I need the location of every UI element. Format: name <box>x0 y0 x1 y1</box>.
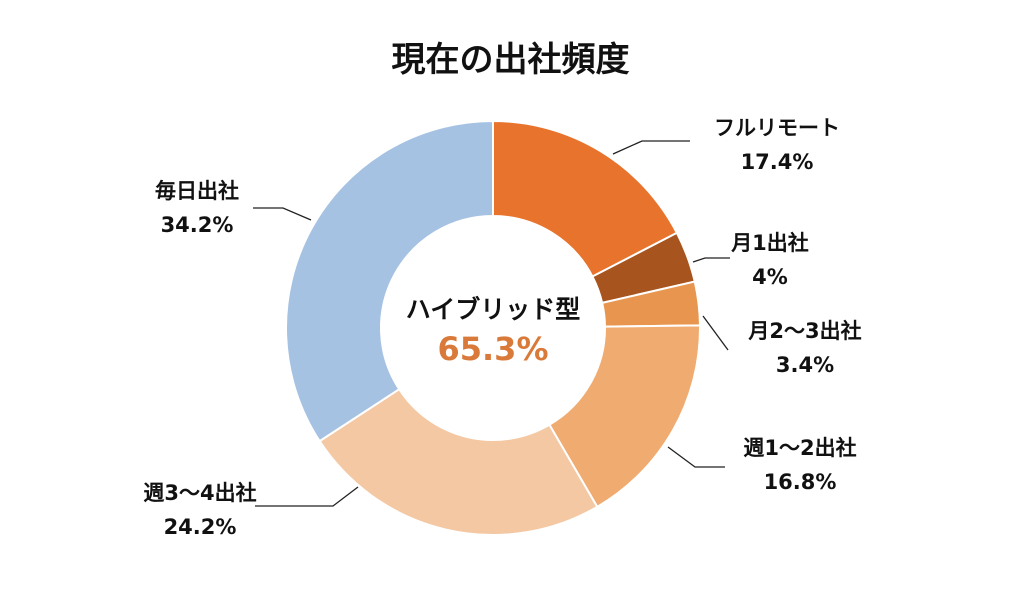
slice-value: 17.4% <box>740 150 814 174</box>
slice-label-monthly-2-3: 月2〜3出社 3.4% <box>748 314 861 382</box>
leader-line-daily <box>253 207 312 221</box>
slice-label-weekly-1-2: 週1〜2出社 16.8% <box>743 431 856 499</box>
slice-label-weekly-3-4: 週3〜4出社 24.2% <box>143 476 256 544</box>
slice-value: 34.2% <box>160 213 234 237</box>
donut-slice-5 <box>285 119 494 443</box>
chart-title: 現在の出社頻度 <box>391 40 630 80</box>
donut-slice-3 <box>548 324 701 509</box>
slice-name: 週3〜4出社 <box>143 481 257 505</box>
slice-name: 月2〜3出社 <box>748 319 862 343</box>
slice-name: 毎日出社 <box>155 179 239 203</box>
slice-label-daily: 毎日出社 34.2% <box>155 174 239 242</box>
slice-name: フルリモート <box>714 116 840 140</box>
slice-label-monthly-1: 月1出社 4% <box>731 226 809 294</box>
leader-line-monthly-1 <box>692 257 730 263</box>
leader-line-weekly-1-2 <box>667 446 725 468</box>
slice-name: 月1出社 <box>731 231 809 255</box>
slice-value: 16.8% <box>763 470 837 494</box>
slice-name: 週1〜2出社 <box>743 436 857 460</box>
slice-value: 4% <box>752 265 788 289</box>
leader-line-weekly-3-4 <box>255 486 359 507</box>
center-label: ハイブリッド型 <box>405 295 581 324</box>
leader-line-monthly-2-3 <box>702 315 729 351</box>
slice-label-full-remote: フルリモート 17.4% <box>714 111 840 179</box>
slice-value: 24.2% <box>163 515 237 539</box>
center-value: 65.3% <box>437 330 549 368</box>
donut-slice-4 <box>318 387 599 536</box>
donut-center: ハイブリッド型 65.3% <box>406 290 581 368</box>
donut-slice-0 <box>492 119 679 278</box>
leader-line-full-remote <box>612 140 690 155</box>
slice-value: 3.4% <box>775 353 835 377</box>
